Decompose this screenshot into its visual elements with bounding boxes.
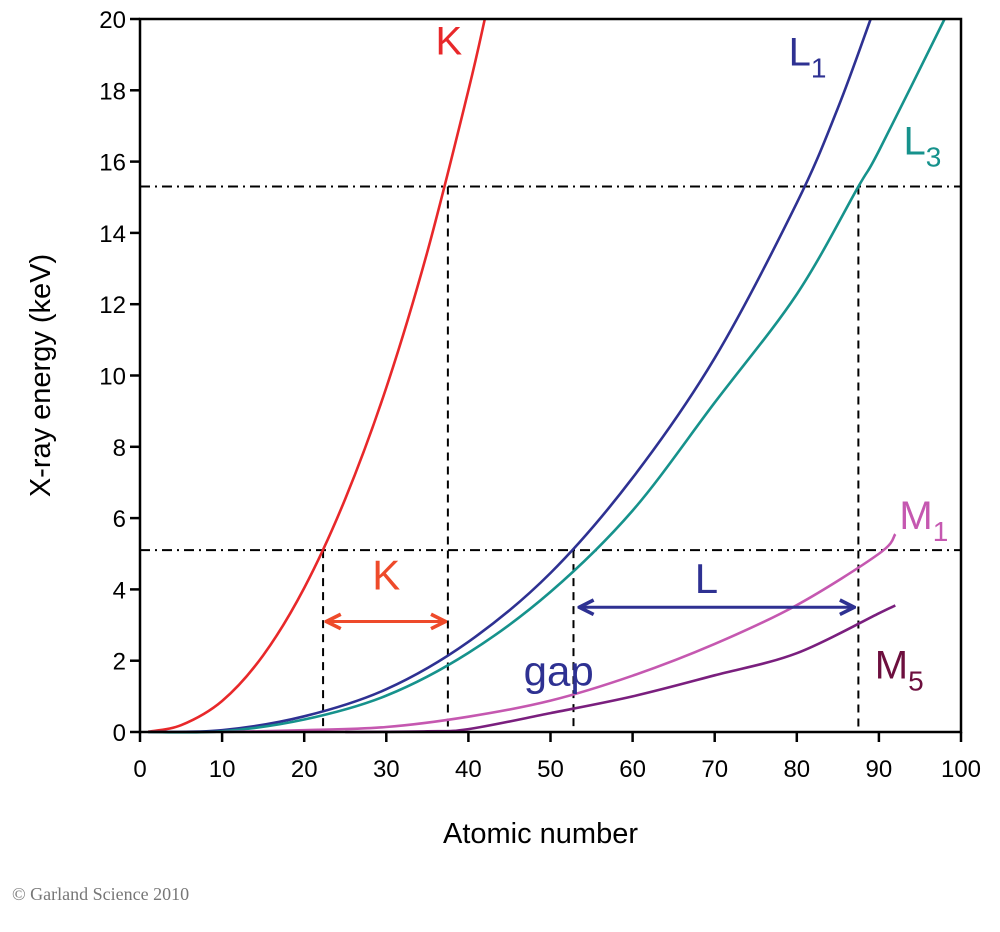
- series-line-0: [147, 18, 487, 733]
- x-tick-label: 100: [941, 756, 981, 783]
- x-tick-label: 20: [291, 756, 318, 783]
- series-line-1: [148, 18, 872, 734]
- y-tick-label: 8: [113, 435, 126, 462]
- x-tick-label: 10: [209, 756, 236, 783]
- y-tick-label: 2: [113, 649, 126, 676]
- y-tick-label: 10: [99, 364, 126, 391]
- y-tick-label: 6: [113, 506, 126, 533]
- series-label-4: M5: [875, 644, 924, 697]
- y-axis-label: X-ray energy (keV): [25, 254, 57, 497]
- y-tick-label: 18: [99, 78, 126, 105]
- series-label-0: K: [436, 20, 463, 64]
- series-label-subscript: 1: [933, 516, 949, 547]
- y-tick-label: 0: [113, 720, 126, 747]
- series-label-subscript: 5: [908, 666, 924, 697]
- y-tick-label: 14: [99, 221, 126, 248]
- annotation-label-2: gap: [524, 648, 594, 695]
- x-tick-label: 0: [133, 756, 146, 783]
- annotation-label-1: L: [695, 555, 718, 602]
- series-label-1: L1: [789, 30, 827, 83]
- x-tick-label: 90: [866, 756, 893, 783]
- x-tick-label: 30: [373, 756, 400, 783]
- x-tick-label: 60: [619, 756, 646, 783]
- copyright: © Garland Science 2010: [12, 884, 190, 904]
- x-tick-label: 50: [537, 756, 564, 783]
- series-line-2: [148, 18, 946, 734]
- x-tick-label: 80: [783, 756, 810, 783]
- x-axis-label: Atomic number: [443, 818, 638, 850]
- y-tick-label: 4: [113, 577, 126, 604]
- y-tick-label: 20: [99, 7, 126, 34]
- series-label-subscript: 1: [811, 52, 827, 83]
- series-label-3: M1: [899, 494, 948, 547]
- series-label-subscript: 3: [926, 141, 942, 172]
- x-tick-label: 70: [701, 756, 728, 783]
- series-line-3: [222, 533, 897, 734]
- annotation-label-0: K: [372, 551, 400, 598]
- y-tick-label: 12: [99, 292, 126, 319]
- y-tick-label: 16: [99, 150, 126, 177]
- series-label-2: L3: [904, 119, 942, 172]
- plot-frame: [138, 17, 963, 734]
- x-tick-label: 40: [455, 756, 482, 783]
